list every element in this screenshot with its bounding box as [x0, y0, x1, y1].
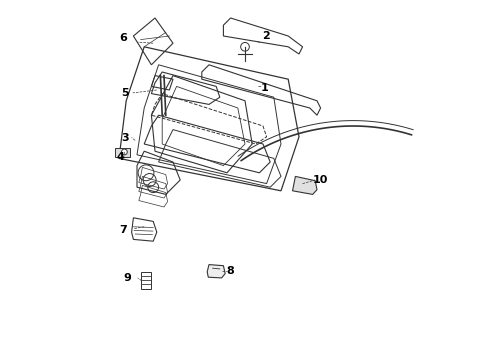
Text: 3: 3: [122, 132, 129, 143]
Text: 10: 10: [313, 175, 328, 185]
Text: 6: 6: [120, 33, 127, 43]
Bar: [116, 148, 130, 157]
Polygon shape: [207, 265, 225, 278]
Polygon shape: [293, 176, 317, 194]
Text: 1: 1: [261, 83, 269, 93]
Text: 8: 8: [227, 266, 235, 276]
Text: 4: 4: [117, 152, 125, 162]
Text: 5: 5: [122, 88, 129, 98]
Circle shape: [122, 149, 127, 155]
Text: 7: 7: [120, 225, 127, 235]
Text: 2: 2: [262, 31, 270, 41]
Text: 9: 9: [123, 273, 131, 283]
